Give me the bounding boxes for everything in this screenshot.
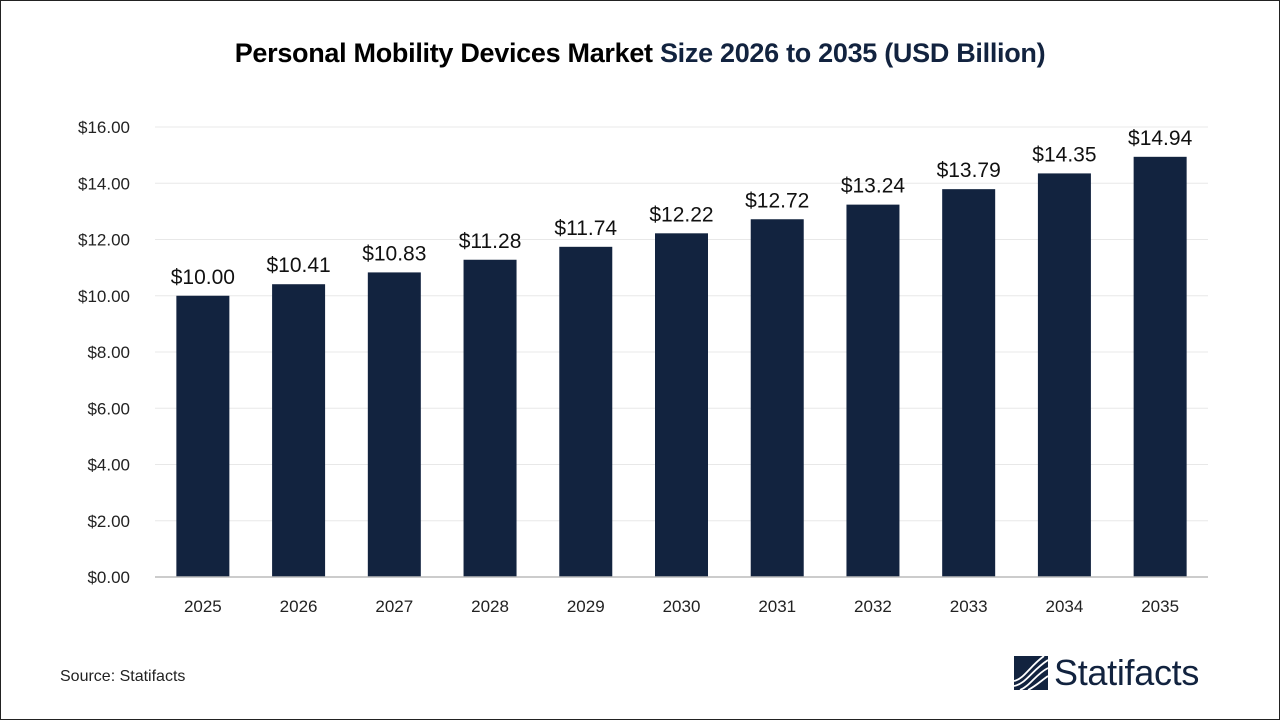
data-label: $10.00 (171, 266, 235, 289)
y-tick-label: $14.00 (78, 174, 130, 193)
logo-text: Statifacts (1054, 652, 1200, 693)
data-label: $13.24 (841, 175, 906, 198)
bar (750, 219, 804, 577)
data-label: $13.79 (937, 159, 1001, 182)
data-label: $10.41 (266, 254, 330, 277)
data-label: $10.83 (362, 242, 426, 265)
x-tick-label: 2026 (280, 597, 318, 616)
y-tick-label: $0.00 (87, 568, 130, 587)
logo-mark-icon (1014, 656, 1048, 690)
bar (1037, 173, 1091, 577)
y-tick-label: $8.00 (87, 343, 130, 362)
y-tick-label: $6.00 (87, 399, 130, 418)
bar (463, 259, 517, 577)
data-label: $12.22 (649, 203, 713, 226)
x-tick-label: 2035 (1141, 597, 1179, 616)
y-tick-label: $10.00 (78, 287, 130, 306)
x-tick-label: 2029 (567, 597, 605, 616)
bar (367, 272, 421, 577)
bar (559, 246, 613, 577)
title-part-1: Personal Mobility Devices Market (234, 38, 653, 68)
y-tick-label: $2.00 (87, 512, 130, 531)
bar (1133, 156, 1187, 577)
y-tick-label: $4.00 (87, 456, 130, 475)
x-tick-label: 2033 (950, 597, 988, 616)
x-tick-label: 2027 (375, 597, 413, 616)
chart-title: Personal Mobility Devices Market Size 20… (0, 38, 1280, 69)
x-tick-label: 2030 (663, 597, 701, 616)
y-tick-label: $16.00 (78, 118, 130, 137)
x-tick-label: 2028 (471, 597, 509, 616)
data-label: $14.35 (1032, 143, 1096, 166)
statifacts-logo: Statifacts (1014, 652, 1199, 694)
x-tick-label: 2025 (184, 597, 222, 616)
x-tick-label: 2031 (758, 597, 796, 616)
source-note: Source: Statifacts (60, 668, 186, 685)
bar (272, 284, 326, 577)
bar (846, 204, 900, 577)
bar (655, 233, 708, 577)
data-label: $14.94 (1128, 127, 1193, 150)
bar (176, 295, 230, 577)
x-tick-label: 2034 (1045, 597, 1083, 616)
title-part-2: Size 2026 to 2035 (USD Billion) (659, 38, 1046, 68)
x-tick-label: 2032 (854, 597, 892, 616)
data-label: $11.28 (459, 230, 522, 253)
data-label: $12.72 (745, 189, 809, 212)
bar (942, 189, 996, 577)
data-label: $11.74 (554, 217, 617, 240)
y-tick-label: $12.00 (78, 231, 130, 250)
